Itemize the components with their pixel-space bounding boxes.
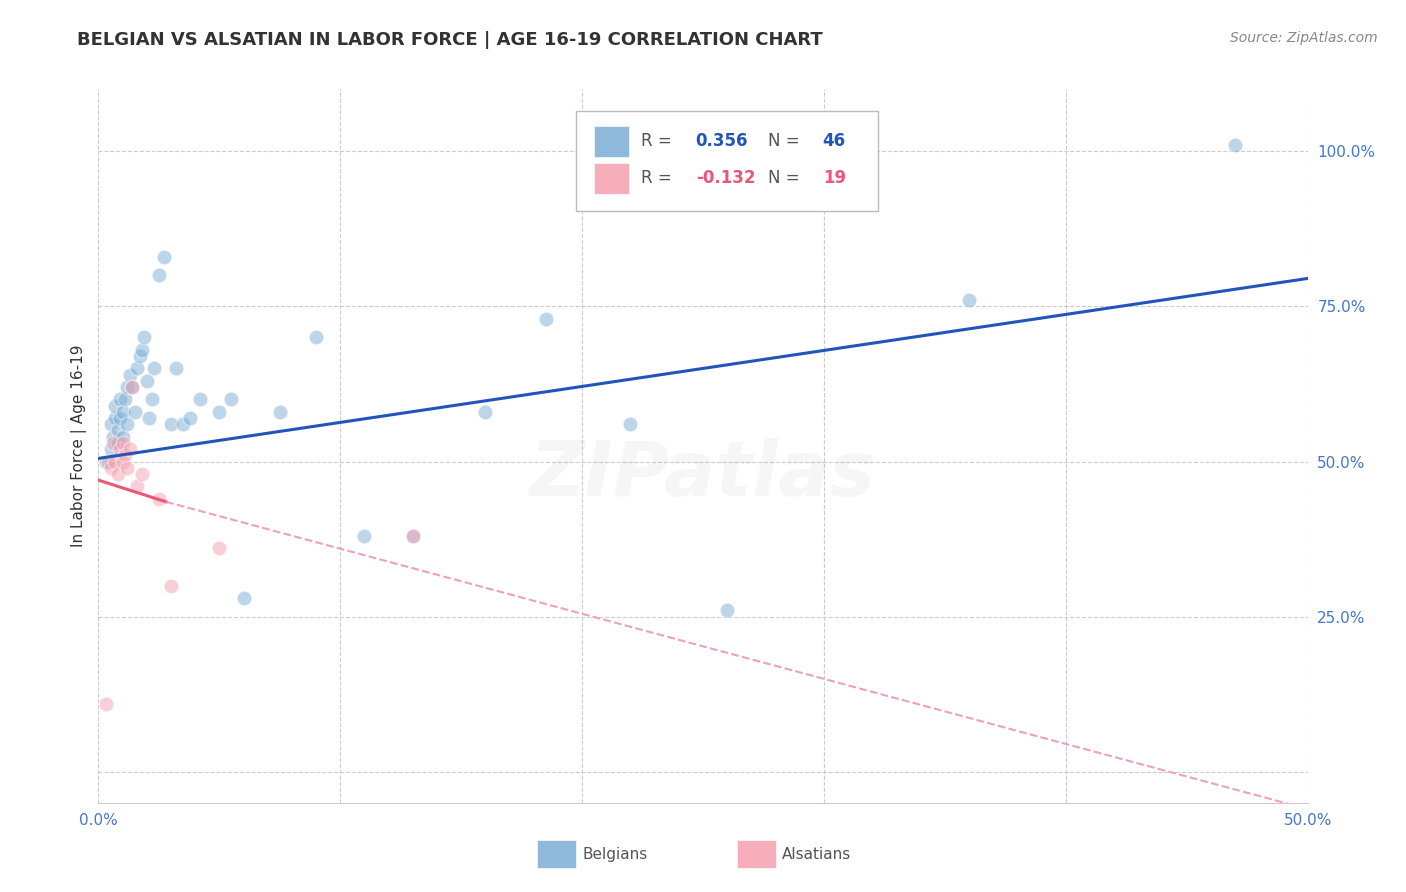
Point xyxy=(104,411,127,425)
Text: Belgians: Belgians xyxy=(582,847,647,862)
Point xyxy=(141,392,163,407)
Point xyxy=(402,529,425,543)
Point xyxy=(179,411,201,425)
Point xyxy=(117,417,139,432)
Point xyxy=(172,417,194,432)
Point xyxy=(100,460,122,475)
Point xyxy=(127,361,149,376)
Point xyxy=(131,467,153,481)
Point xyxy=(221,392,243,407)
Text: R =: R = xyxy=(641,169,678,187)
Text: 19: 19 xyxy=(823,169,846,187)
Point xyxy=(104,454,127,468)
Text: -0.132: -0.132 xyxy=(696,169,755,187)
FancyBboxPatch shape xyxy=(537,840,576,869)
Point xyxy=(108,411,131,425)
Point xyxy=(101,430,124,444)
Text: Alsatians: Alsatians xyxy=(782,847,851,862)
Text: 46: 46 xyxy=(823,132,846,150)
FancyBboxPatch shape xyxy=(737,840,776,869)
Point xyxy=(134,330,156,344)
Point xyxy=(117,460,139,475)
Point xyxy=(100,417,122,432)
Point xyxy=(188,392,211,407)
Point xyxy=(97,454,120,468)
Point xyxy=(108,392,131,407)
Point xyxy=(121,380,143,394)
Point xyxy=(121,380,143,394)
Point xyxy=(160,417,183,432)
Point xyxy=(269,405,291,419)
Point xyxy=(107,436,129,450)
Point xyxy=(208,541,231,556)
Y-axis label: In Labor Force | Age 16-19: In Labor Force | Age 16-19 xyxy=(72,344,87,548)
Text: 0.356: 0.356 xyxy=(696,132,748,150)
Point xyxy=(148,491,170,506)
Point xyxy=(104,399,127,413)
Point xyxy=(124,405,146,419)
Point xyxy=(534,311,557,326)
Point xyxy=(94,454,117,468)
Point xyxy=(100,442,122,456)
Point xyxy=(165,361,187,376)
Text: N =: N = xyxy=(768,169,806,187)
Point xyxy=(114,448,136,462)
Point xyxy=(135,374,157,388)
Point xyxy=(148,268,170,283)
Point xyxy=(1223,138,1246,153)
Point xyxy=(619,417,641,432)
Text: BELGIAN VS ALSATIAN IN LABOR FORCE | AGE 16-19 CORRELATION CHART: BELGIAN VS ALSATIAN IN LABOR FORCE | AGE… xyxy=(77,31,823,49)
Point xyxy=(957,293,980,308)
Text: N =: N = xyxy=(768,132,806,150)
Point xyxy=(111,430,134,444)
Text: R =: R = xyxy=(641,132,678,150)
Point xyxy=(107,424,129,438)
Point xyxy=(232,591,254,605)
Point xyxy=(107,467,129,481)
FancyBboxPatch shape xyxy=(595,162,630,194)
Point xyxy=(131,343,153,357)
Point xyxy=(101,436,124,450)
Text: ZIPatlas: ZIPatlas xyxy=(530,438,876,511)
Point xyxy=(111,405,134,419)
FancyBboxPatch shape xyxy=(576,111,879,211)
Point xyxy=(108,442,131,456)
Point xyxy=(128,349,150,363)
Point xyxy=(118,442,141,456)
Point xyxy=(353,529,375,543)
FancyBboxPatch shape xyxy=(595,126,630,157)
Point xyxy=(118,368,141,382)
Point xyxy=(111,436,134,450)
Point xyxy=(114,392,136,407)
Point xyxy=(208,405,231,419)
Point xyxy=(117,380,139,394)
Point xyxy=(127,479,149,493)
Point xyxy=(160,579,183,593)
Point xyxy=(138,411,160,425)
Point xyxy=(474,405,496,419)
Point xyxy=(305,330,328,344)
Point xyxy=(716,603,738,617)
Point xyxy=(143,361,166,376)
Point xyxy=(152,250,174,264)
Point xyxy=(94,697,117,711)
Point xyxy=(402,529,425,543)
Point xyxy=(111,454,134,468)
Text: Source: ZipAtlas.com: Source: ZipAtlas.com xyxy=(1230,31,1378,45)
